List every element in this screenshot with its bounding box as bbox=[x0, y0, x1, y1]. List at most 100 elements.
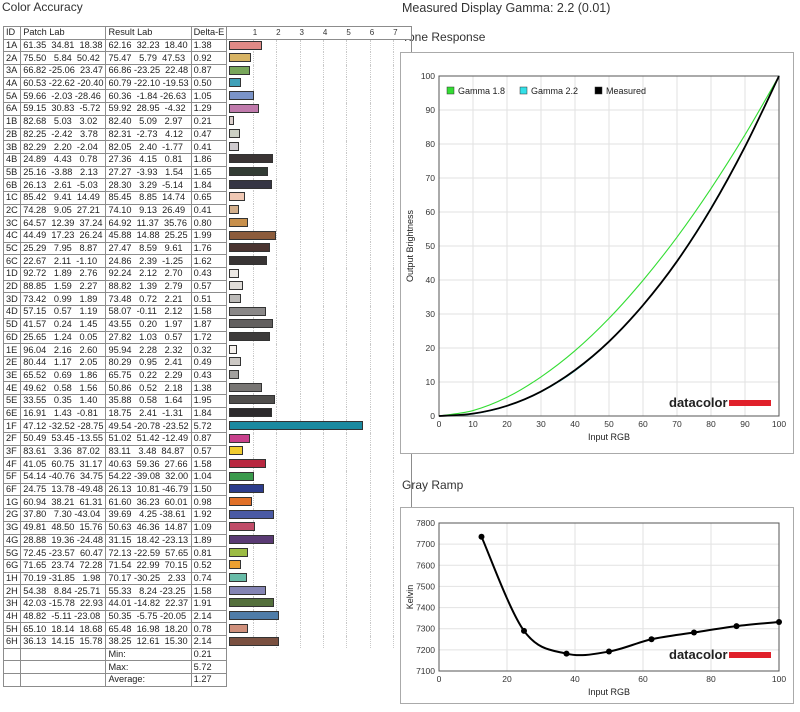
row-patch-lab: 44.49 17.23 26.24 bbox=[20, 229, 107, 243]
y-tick-label: 7300 bbox=[416, 624, 435, 634]
table-row: 1A 61.35 34.81 18.38 62.16 32.23 18.40 1.38 bbox=[2, 38, 413, 53]
row-delta-e: 1.65 bbox=[190, 165, 228, 180]
row-patch-lab: 54.14 -40.76 34.75 bbox=[20, 470, 107, 484]
delta-grid-line bbox=[322, 166, 324, 179]
x-tick-label: 100 bbox=[772, 674, 786, 684]
row-delta-e: 1.86 bbox=[190, 152, 228, 167]
delta-grid-line bbox=[322, 457, 324, 471]
row-delta-e: 0.57 bbox=[190, 444, 228, 459]
delta-grid-line bbox=[299, 318, 301, 331]
delta-grid-line bbox=[393, 331, 395, 344]
delta-e-bar bbox=[229, 154, 273, 164]
delta-grid-line bbox=[322, 610, 324, 623]
delta-e-bar bbox=[229, 230, 276, 240]
row-delta-e: 1.58 bbox=[190, 584, 228, 598]
delta-grid-line bbox=[369, 115, 371, 128]
row-result-lab: 71.54 22.99 70.15 bbox=[105, 558, 192, 573]
row-id: 2B bbox=[2, 127, 22, 142]
x-tick-label: 80 bbox=[706, 674, 716, 684]
delta-grid-line bbox=[369, 610, 371, 623]
row-patch-lab: 47.12 -32.52 -28.75 bbox=[20, 419, 107, 433]
x-tick-label: 0 bbox=[437, 674, 442, 684]
row-result-lab: 82.31 -2.73 4.12 bbox=[105, 127, 192, 142]
delta-bar-cell bbox=[226, 521, 413, 534]
row-id: 5C bbox=[2, 241, 22, 256]
row-delta-e: 0.87 bbox=[190, 432, 228, 446]
delta-grid-line bbox=[369, 331, 371, 344]
row-result-lab: 27.82 1.03 0.57 bbox=[105, 330, 192, 345]
row-result-lab: 66.86 -23.25 22.48 bbox=[105, 64, 192, 78]
delta-grid-line bbox=[369, 305, 371, 319]
x-tick-label: 80 bbox=[706, 419, 716, 429]
legend-label: Gamma 1.8 bbox=[458, 86, 505, 96]
x-tick-label: 60 bbox=[638, 674, 648, 684]
summary-value: 5.72 bbox=[190, 660, 228, 675]
row-patch-lab: 41.05 60.75 31.17 bbox=[20, 457, 107, 472]
delta-grid-line bbox=[393, 343, 395, 357]
delta-grid-line bbox=[276, 331, 278, 344]
delta-grid-line bbox=[346, 495, 348, 509]
row-result-lab: 50.35 -5.75 -20.05 bbox=[105, 609, 192, 624]
delta-grid-line bbox=[393, 242, 395, 255]
row-delta-e: 1.84 bbox=[190, 178, 228, 192]
delta-bar-cell bbox=[226, 51, 413, 65]
table-row: 6E 16.91 1.43 -0.81 18.75 2.41 -1.31 1.84 bbox=[2, 406, 413, 421]
delta-grid-line bbox=[346, 457, 348, 471]
row-patch-lab: 80.44 1.17 2.05 bbox=[20, 355, 107, 370]
delta-e-bar bbox=[229, 65, 250, 75]
row-id: 5G bbox=[2, 546, 22, 560]
row-delta-e: 1.72 bbox=[190, 330, 228, 345]
y-tick-label: 0 bbox=[430, 411, 435, 421]
delta-grid-line bbox=[322, 546, 324, 560]
delta-grid-line bbox=[346, 597, 348, 611]
delta-grid-line bbox=[369, 292, 371, 306]
delta-grid-line bbox=[369, 546, 371, 560]
delta-grid-line bbox=[346, 343, 348, 357]
y-tick-label: 7200 bbox=[416, 645, 435, 655]
row-patch-lab: 50.49 53.45 -13.55 bbox=[20, 432, 107, 446]
kelvin-point bbox=[606, 648, 612, 655]
kelvin-point bbox=[691, 629, 697, 636]
y-tick-label: 20 bbox=[426, 343, 436, 353]
delta-bar-cell bbox=[226, 457, 413, 471]
x-tick-label: 60 bbox=[638, 419, 648, 429]
table-row: 5A 59.66 -2.03 -28.46 60.36 -1.84 -26.63 1.… bbox=[2, 89, 413, 104]
row-patch-lab: 72.45 -23.57 60.47 bbox=[20, 546, 107, 560]
series-line bbox=[438, 75, 780, 417]
table-row: 6A 59.15 30.83 -5.72 59.92 28.95 -4.32 1.29 bbox=[2, 102, 413, 116]
delta-grid-line bbox=[369, 204, 371, 217]
table-row: 6F 24.75 13.78 -49.48 26.13 10.81 -46.79 1.… bbox=[2, 482, 413, 497]
delta-bar-cell bbox=[226, 115, 413, 128]
delta-bar-cell bbox=[226, 280, 413, 293]
delta-grid-line bbox=[346, 470, 348, 484]
delta-scale-tick: 2 bbox=[276, 28, 281, 38]
delta-grid-line bbox=[299, 483, 301, 496]
delta-grid-line bbox=[393, 153, 395, 167]
delta-grid-line bbox=[346, 153, 348, 167]
delta-scale-tick: 7 bbox=[393, 28, 398, 38]
delta-grid-line bbox=[299, 216, 301, 230]
delta-bar-cell bbox=[226, 495, 413, 509]
delta-grid-line bbox=[252, 432, 254, 446]
delta-e-bar bbox=[229, 420, 364, 430]
delta-grid-line bbox=[393, 254, 395, 268]
table-row: 3H 42.03 -15.78 22.93 44.01 -14.82 22.37 1.… bbox=[2, 596, 413, 611]
row-id: 1B bbox=[2, 114, 22, 129]
delta-grid-line bbox=[299, 254, 301, 268]
delta-grid-line bbox=[276, 191, 278, 205]
table-row: 6G 71.65 23.74 72.28 71.54 22.99 70.15 0.52 bbox=[2, 558, 413, 573]
delta-e-bar bbox=[229, 129, 241, 138]
delta-e-bar bbox=[229, 370, 240, 380]
delta-grid-line bbox=[299, 445, 301, 458]
delta-grid-line bbox=[252, 191, 254, 205]
kelvin-point bbox=[478, 533, 485, 540]
row-id: 6F bbox=[2, 482, 22, 497]
row-result-lab: 82.05 2.40 -1.77 bbox=[105, 140, 192, 154]
delta-e-bar bbox=[229, 395, 275, 405]
table-row: 4C 44.49 17.23 26.24 45.88 14.88 25.25 1.99 bbox=[2, 229, 413, 243]
delta-grid-line bbox=[369, 445, 371, 458]
row-id: 3A bbox=[2, 64, 22, 78]
table-row: 2E 80.44 1.17 2.05 80.29 0.95 2.41 0.49 bbox=[2, 355, 413, 370]
delta-scale: 1 2 3 4 5 6 7 bbox=[229, 27, 409, 38]
delta-grid-line bbox=[322, 356, 324, 370]
